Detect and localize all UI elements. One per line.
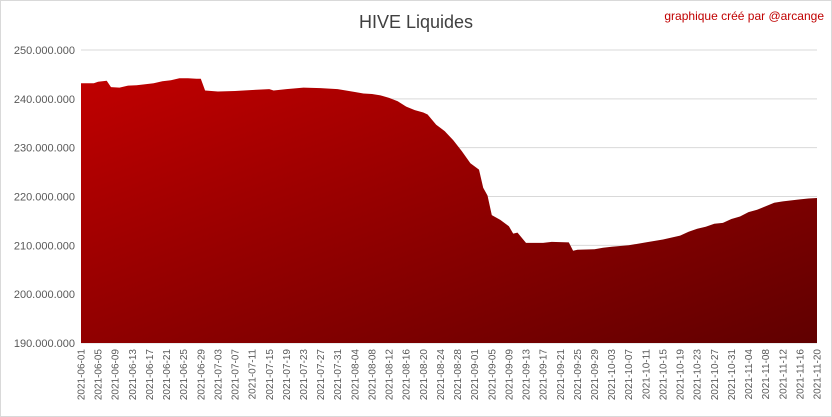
x-tick-label: 2021-07-31 bbox=[333, 349, 344, 401]
x-tick-label: 2021-07-19 bbox=[282, 349, 293, 401]
x-tick-label: 2021-06-25 bbox=[179, 349, 190, 401]
chart-credit: graphique créé par @arcange bbox=[664, 9, 824, 23]
x-tick-label: 2021-06-29 bbox=[196, 349, 207, 401]
x-tick-label: 2021-10-11 bbox=[641, 349, 652, 400]
x-tick-label: 2021-11-16 bbox=[795, 349, 806, 400]
area-series bbox=[81, 78, 817, 344]
x-tick-label: 2021-09-13 bbox=[522, 349, 533, 401]
x-tick-label: 2021-11-20 bbox=[813, 349, 824, 400]
x-tick-label: 2021-10-31 bbox=[727, 349, 738, 401]
y-tick-label: 210.000.000 bbox=[14, 240, 75, 252]
x-tick-label: 2021-08-08 bbox=[368, 349, 379, 401]
x-tick-label: 2021-10-23 bbox=[693, 349, 704, 401]
x-tick-label: 2021-11-04 bbox=[744, 349, 755, 400]
x-tick-label: 2021-08-12 bbox=[385, 349, 396, 401]
x-tick-label: 2021-08-24 bbox=[436, 349, 447, 401]
x-tick-label: 2021-07-03 bbox=[213, 349, 224, 401]
area-series-hive-liquides bbox=[81, 78, 817, 344]
x-tick-label: 2021-10-03 bbox=[607, 349, 618, 401]
x-tick-label: 2021-07-11 bbox=[248, 349, 259, 400]
y-tick-label: 200.000.000 bbox=[14, 289, 75, 301]
y-tick-label: 190.000.000 bbox=[14, 338, 75, 350]
chart-title: HIVE Liquides bbox=[358, 12, 474, 32]
x-tick-label: 2021-06-09 bbox=[111, 349, 122, 401]
x-tick-label: 2021-06-13 bbox=[128, 349, 139, 401]
x-tick-label: 2021-07-23 bbox=[299, 349, 310, 401]
x-tick-label: 2021-06-21 bbox=[162, 349, 173, 401]
x-tick-label: 2021-09-09 bbox=[504, 349, 515, 401]
y-tick-label: 230.000.000 bbox=[14, 143, 75, 155]
x-tick-label: 2021-10-15 bbox=[659, 349, 670, 401]
x-tick-label: 2021-09-17 bbox=[539, 349, 550, 401]
x-tick-label: 2021-08-28 bbox=[453, 349, 464, 401]
x-tick-label: 2021-11-08 bbox=[761, 349, 772, 400]
x-tick-label: 2021-06-17 bbox=[145, 349, 156, 401]
x-tick-label: 2021-06-05 bbox=[94, 349, 105, 401]
x-tick-label: 2021-06-01 bbox=[77, 349, 88, 401]
x-tick-label: 2021-10-07 bbox=[624, 349, 635, 401]
x-axis-ticks: 2021-06-01 2021-06-05 2021-06-09 2021-06-13… bbox=[77, 349, 824, 401]
x-tick-label: 2021-07-15 bbox=[265, 349, 276, 401]
x-tick-label: 2021-09-21 bbox=[556, 349, 567, 401]
x-tick-label: 2021-10-19 bbox=[676, 349, 687, 401]
y-axis-ticks: 190.000.000 200.000.000 210.000.000 220.000… bbox=[14, 45, 75, 350]
x-tick-label: 2021-09-29 bbox=[590, 349, 601, 401]
x-tick-label: 2021-08-16 bbox=[402, 349, 413, 401]
x-tick-label: 2021-09-05 bbox=[487, 349, 498, 401]
x-tick-label: 2021-08-20 bbox=[419, 349, 430, 401]
x-tick-label: 2021-11-12 bbox=[778, 349, 789, 400]
x-tick-label: 2021-07-07 bbox=[231, 349, 242, 401]
x-tick-label: 2021-09-25 bbox=[573, 349, 584, 401]
x-tick-label: 2021-08-04 bbox=[350, 349, 361, 401]
x-tick-label: 2021-07-27 bbox=[316, 349, 327, 401]
y-tick-label: 250.000.000 bbox=[14, 45, 75, 57]
y-tick-label: 240.000.000 bbox=[14, 94, 75, 106]
y-tick-label: 220.000.000 bbox=[14, 192, 75, 204]
x-tick-label: 2021-10-27 bbox=[710, 349, 721, 401]
x-tick-label: 2021-09-01 bbox=[470, 349, 481, 401]
